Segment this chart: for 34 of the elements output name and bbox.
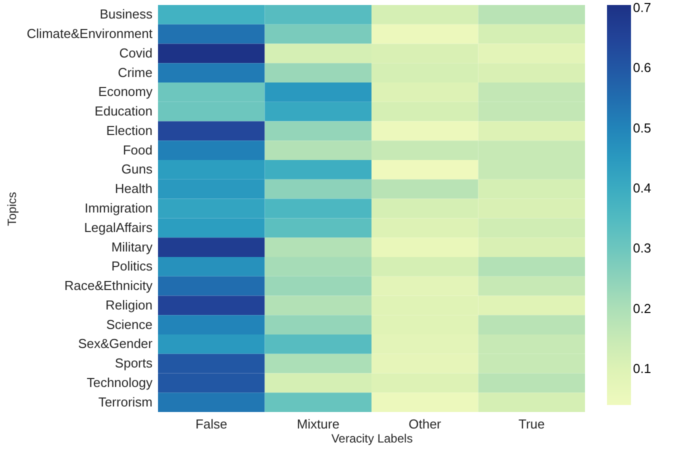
color-bar-label: 0.1 xyxy=(633,360,652,376)
x-axis-title: Veracity Labels xyxy=(331,432,413,446)
y-tick-label: Sports xyxy=(114,356,153,371)
x-tick-label: Other xyxy=(408,416,442,432)
y-tick-label: Economy xyxy=(98,84,153,100)
color-bar-label: 0.6 xyxy=(633,60,652,76)
color-bar-label: 0.3 xyxy=(633,240,652,256)
y-tick-label: Climate&Environment xyxy=(26,26,153,42)
y-tick-label: Technology xyxy=(86,374,153,390)
y-axis-title: Topics xyxy=(4,192,19,226)
x-tick-label: Mixture xyxy=(296,416,340,432)
y-tick-label: Crime xyxy=(118,64,152,80)
color-bar-label: 0.2 xyxy=(633,300,652,316)
color-bar-label: 0.7 xyxy=(633,0,652,16)
y-tick-label: Sex&Gender xyxy=(78,336,154,352)
y-tick-label: Immigration xyxy=(84,200,152,216)
y-tick-label: Religion xyxy=(106,297,152,312)
y-tick-label: Education xyxy=(94,104,152,119)
y-tick-label: Race&Ethnicity xyxy=(64,278,153,294)
color-bar-label: 0.5 xyxy=(633,120,652,136)
y-tick-label: Military xyxy=(111,239,153,254)
y-tick-label: Terrorism xyxy=(98,394,152,410)
y-tick-label: Business xyxy=(100,6,153,22)
x-tick-label: False xyxy=(195,416,228,432)
y-tick-label: Covid xyxy=(119,45,152,60)
x-tick-label: True xyxy=(518,416,545,432)
y-tick-label: LegalAffairs xyxy=(84,220,153,235)
y-tick-label: Election xyxy=(106,122,152,138)
y-tick-label: Guns xyxy=(121,162,153,177)
y-tick-label: Politics xyxy=(111,258,153,274)
y-tick-label: Science xyxy=(106,316,152,332)
color-bar-label: 0.4 xyxy=(633,180,652,196)
y-tick-label: Food xyxy=(122,142,152,158)
y-tick-label: Health xyxy=(114,181,152,196)
